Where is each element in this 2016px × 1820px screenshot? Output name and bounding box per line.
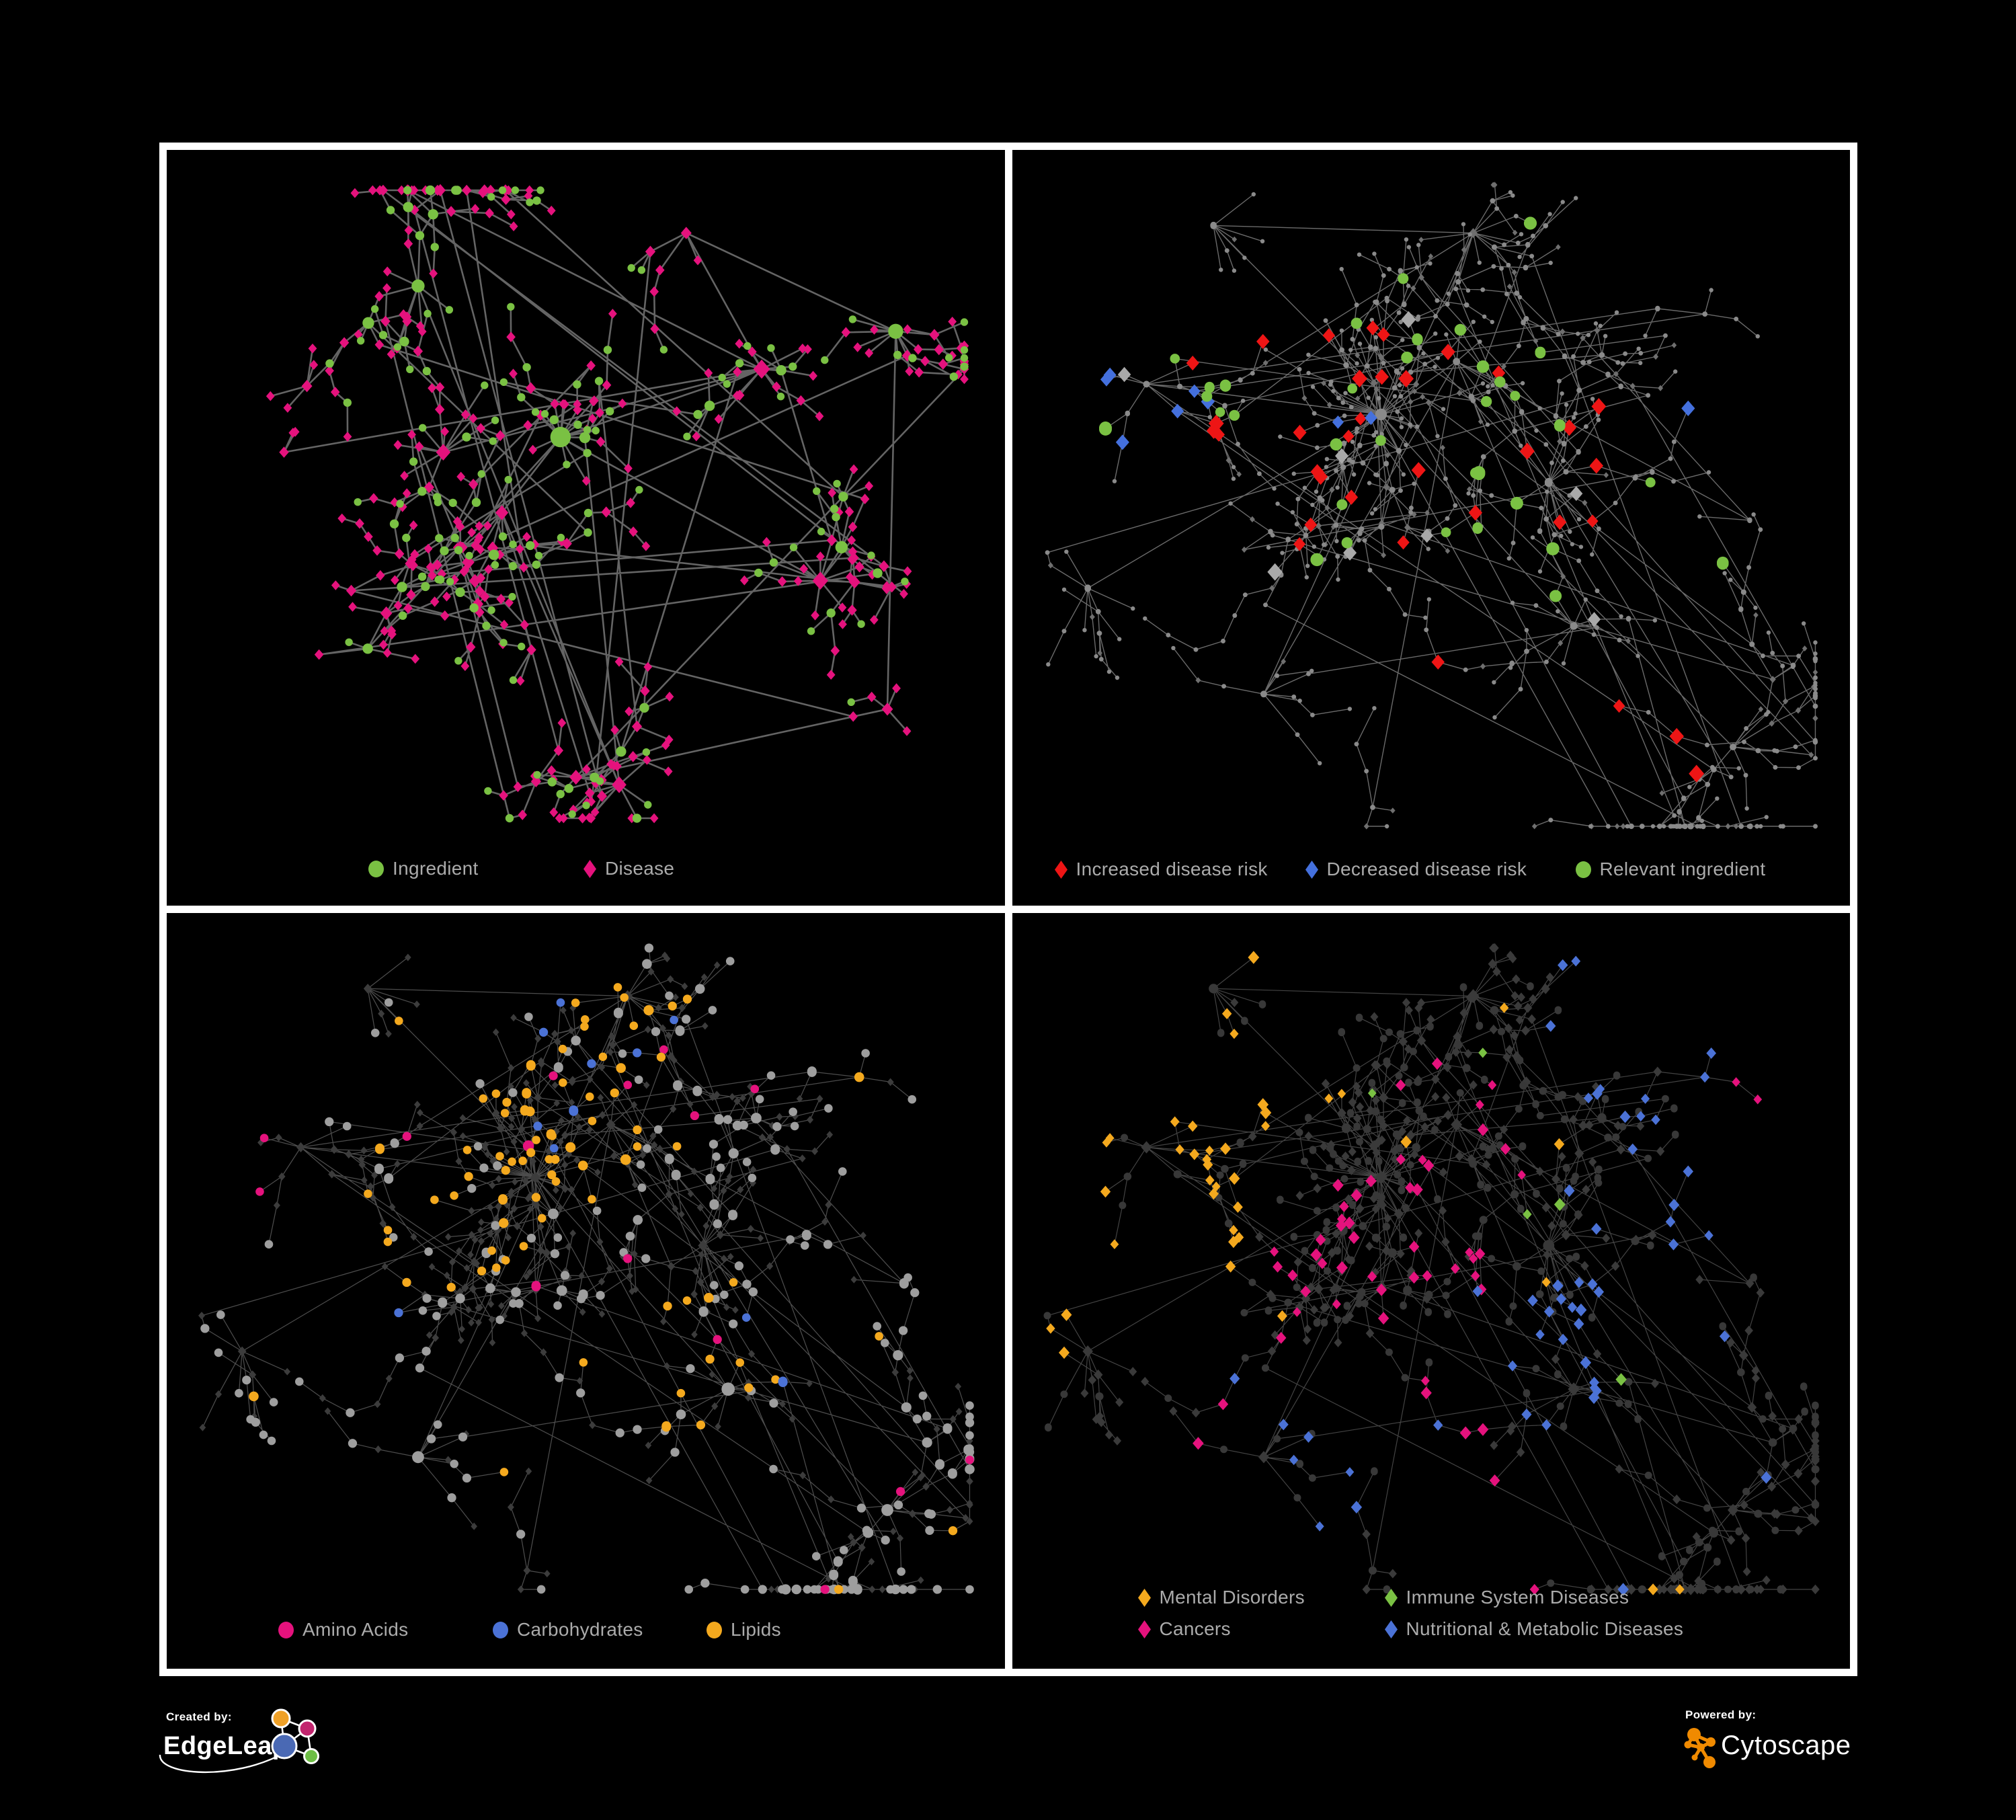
panel-disease-classes: Mental Disorders Immune System Diseases Ca… [1012, 913, 1850, 1669]
cytoscape-wordmark: Cytoscape [1721, 1731, 1851, 1760]
edgeleap-logo-icon [159, 1708, 319, 1774]
powered-by-caption: Powered by: [1685, 1708, 1757, 1721]
network-edges [1046, 184, 1816, 827]
network-nodes-circle [1098, 216, 1729, 602]
disease-classes-network-graph [1043, 943, 1820, 1596]
ingredient-classes-network-graph [198, 943, 975, 1595]
network-edges [1046, 947, 1816, 1590]
network-nodes-diamond [198, 944, 973, 1595]
network-edges [270, 189, 965, 820]
cytoscape-logo-icon [1684, 1728, 1716, 1768]
network-nodes-circle [1043, 982, 1820, 1594]
network-nodes-diamond [1080, 943, 1820, 1595]
disease-risk-network-graph [1045, 182, 1818, 830]
network-nodes-circle [325, 185, 969, 823]
panel-ingredient-classes: Amino Acids Carbohydrates Lipids [167, 913, 1005, 1669]
edgeleap-wordmark: EdgeLeap [163, 1732, 288, 1760]
network-edges [201, 947, 971, 1590]
panel-ingredient-disease: Ingredient Disease [167, 150, 1005, 906]
network-nodes-diamond [1229, 955, 1772, 1596]
network-nodes-circle [200, 943, 975, 1595]
network-nodes-diamond [1047, 182, 1818, 830]
network-nodes-diamond [1186, 320, 1704, 783]
figure-board: Ingredient Disease Increased disease risk… [159, 143, 1857, 1676]
ingredient-disease-network-graph [266, 184, 969, 824]
panel-disease-risk: Increased disease risk Decreased disease … [1012, 150, 1850, 906]
network-nodes-circle [249, 983, 958, 1594]
created-by-caption: Created by: [166, 1710, 232, 1723]
